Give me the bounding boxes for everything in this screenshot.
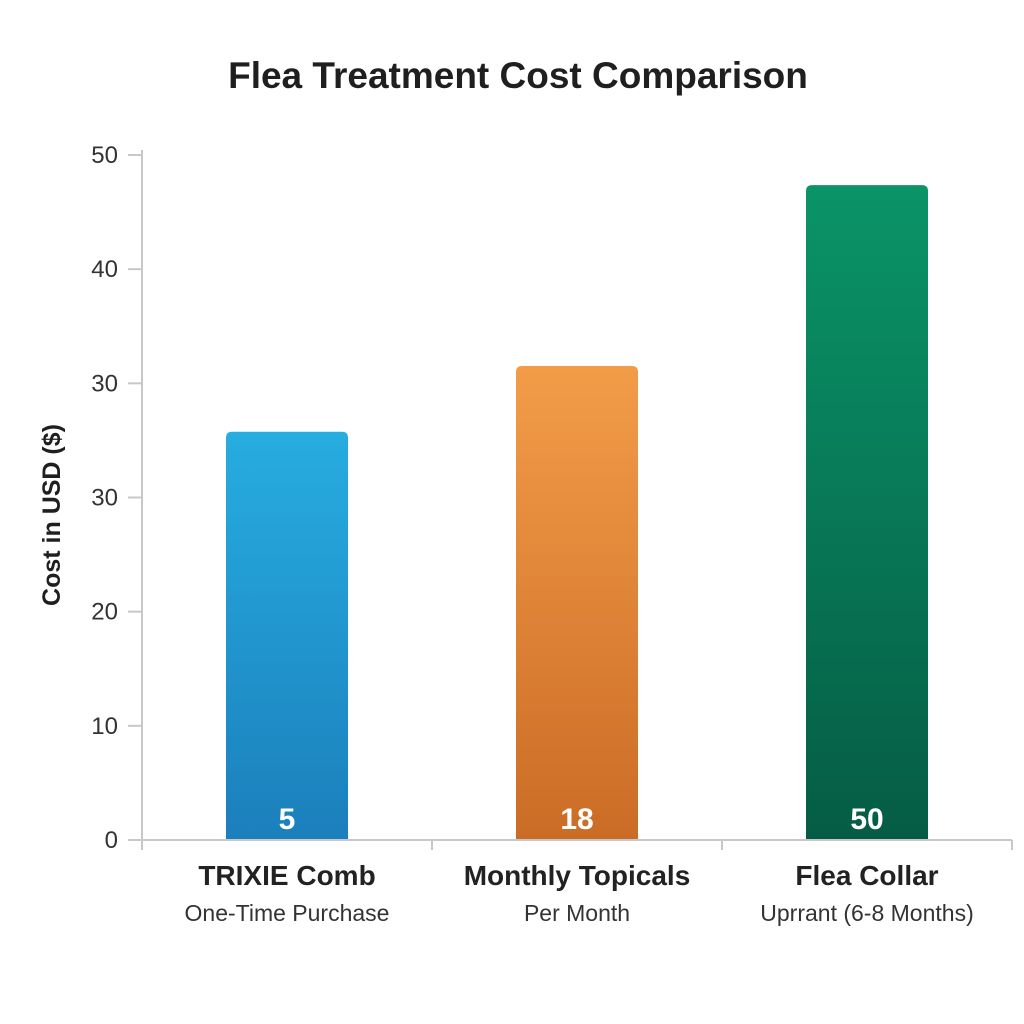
y-tick-label: 30 bbox=[91, 370, 118, 397]
y-tick-label: 20 bbox=[91, 599, 118, 626]
y-tick-label: 10 bbox=[91, 713, 118, 740]
y-axis-label: Cost in USD ($) bbox=[38, 424, 66, 606]
bar-value-label: 50 bbox=[850, 803, 883, 836]
bar-flea-collar bbox=[806, 185, 928, 840]
y-tick-label: 50 bbox=[91, 142, 118, 169]
y-tick-label: 0 bbox=[105, 827, 118, 854]
x-category-label: TRIXIE Comb bbox=[198, 860, 375, 891]
bars: 5 18 50 bbox=[226, 185, 928, 840]
x-category-sublabel: Uprrant (6-8 Months) bbox=[760, 900, 973, 926]
bar-trixie-comb bbox=[226, 432, 348, 840]
x-category-sublabel: Per Month bbox=[524, 900, 630, 926]
y-axis-ticks: 0 10 20 30 30 40 50 bbox=[91, 142, 142, 854]
bar-chart: Flea Treatment Cost Comparison Cost in U… bbox=[0, 0, 1024, 1024]
bar-value-label: 5 bbox=[279, 803, 296, 836]
x-category-sublabel: One-Time Purchase bbox=[185, 900, 390, 926]
bar-monthly-topicals bbox=[516, 366, 638, 840]
bar-value-label: 18 bbox=[560, 803, 593, 836]
x-axis-labels: TRIXIE Comb One-Time Purchase Monthly Topi… bbox=[142, 840, 1012, 926]
y-tick-label: 30 bbox=[91, 485, 118, 512]
y-tick-label: 40 bbox=[91, 256, 118, 283]
x-category-label: Monthly Topicals bbox=[464, 860, 691, 891]
x-category-label: Flea Collar bbox=[795, 860, 938, 891]
chart-title: Flea Treatment Cost Comparison bbox=[228, 55, 808, 96]
